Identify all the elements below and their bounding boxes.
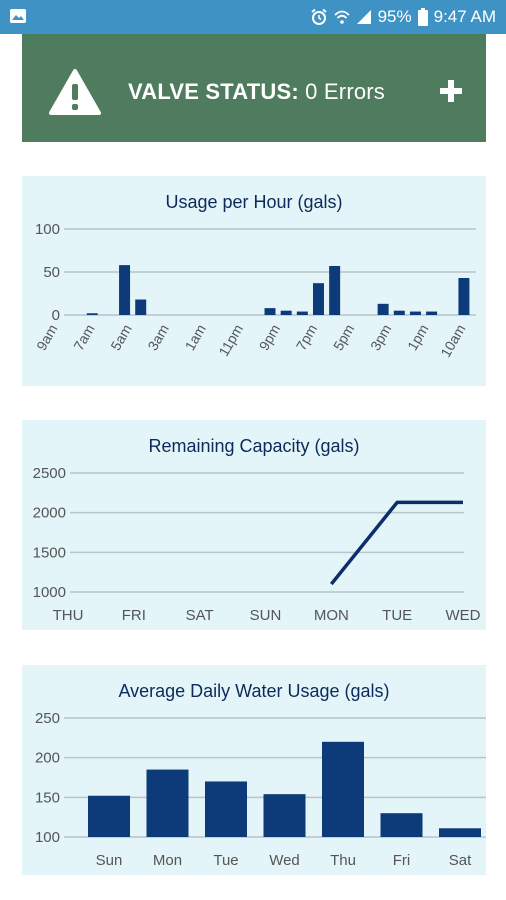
x-tick-label: Wed bbox=[269, 852, 300, 869]
bar bbox=[88, 795, 130, 837]
x-tick-label: 7am bbox=[70, 322, 97, 354]
usage-per-hour-chart: 0 50 100 9am 7am 5am 3am 1am 11pm 9pm 7pm 5pm 3pm 1pm… bbox=[33, 221, 476, 360]
x-tick-label: SUN bbox=[250, 607, 282, 624]
bar bbox=[135, 299, 147, 315]
valve-status-value: 0 Errors bbox=[298, 79, 386, 104]
wifi-icon bbox=[333, 9, 350, 25]
x-tick-label: MON bbox=[314, 607, 349, 624]
x-tick-label: 1pm bbox=[404, 322, 431, 354]
x-tick-label: 3am bbox=[144, 322, 171, 354]
x-tick-label: 11pm bbox=[215, 322, 246, 359]
y-tick-label: 2500 bbox=[33, 465, 66, 482]
bar bbox=[296, 311, 308, 315]
series-line bbox=[329, 500, 463, 586]
bar bbox=[205, 781, 247, 837]
y-tick-label: 150 bbox=[35, 789, 60, 806]
clock: 9:47 AM bbox=[433, 7, 496, 26]
x-tick-label: Mon bbox=[153, 852, 182, 869]
x-tick-label: TUE bbox=[382, 607, 412, 624]
x-tick-label: FRI bbox=[122, 607, 146, 624]
chart-title: Remaining Capacity (gals) bbox=[148, 436, 360, 456]
y-tick-label: 200 bbox=[35, 750, 60, 767]
x-tick-label: THU bbox=[53, 607, 84, 624]
bar bbox=[377, 303, 389, 315]
bar bbox=[264, 308, 276, 315]
x-tick-label: SAT bbox=[186, 607, 214, 624]
bar bbox=[322, 741, 364, 837]
x-tick-label: 5am bbox=[107, 322, 134, 354]
chart-title: Usage per Hour (gals) bbox=[165, 192, 343, 212]
bar bbox=[280, 310, 292, 315]
battery-percent: 95% bbox=[377, 7, 412, 26]
valve-status-text: VALVE STATUS: 0 Errors bbox=[128, 79, 385, 105]
battery-icon bbox=[417, 8, 428, 26]
x-tick-label: 7pm bbox=[293, 322, 320, 354]
valve-status-label: VALVE STATUS: bbox=[128, 79, 299, 104]
y-tick-label: 1500 bbox=[33, 544, 66, 561]
x-tick-label: Fri bbox=[393, 852, 411, 869]
x-tick-label: Sun bbox=[96, 852, 123, 869]
x-tick-label: Tue bbox=[213, 852, 238, 869]
x-tick-label: 3pm bbox=[367, 322, 394, 354]
x-tick-label: 5pm bbox=[330, 322, 357, 354]
bar bbox=[439, 828, 481, 837]
daily-usage-chart: 100 150 200 250 Sun Mon Tue Wed Thu Fri Sat bbox=[35, 710, 486, 869]
signal-icon bbox=[356, 9, 372, 25]
y-tick-label: 0 bbox=[52, 307, 60, 324]
x-tick-label: WED bbox=[446, 607, 481, 624]
bar bbox=[146, 769, 189, 837]
bar bbox=[380, 813, 423, 837]
daily-usage-card: Average Daily Water Usage (gals) 100 150 2… bbox=[22, 665, 486, 875]
x-tick-label: Sat bbox=[449, 852, 472, 869]
x-tick-label: 9am bbox=[33, 322, 60, 354]
remaining-capacity-chart: 1000 1500 2000 2500 THU FRI SAT SUN MON TUE WED bbox=[33, 465, 481, 624]
bar bbox=[426, 311, 438, 315]
y-tick-label: 2000 bbox=[33, 505, 66, 522]
valve-status-card: VALVE STATUS: 0 Errors bbox=[22, 42, 486, 142]
alarm-icon bbox=[310, 8, 328, 26]
status-indicators: 95% 9:47 AM bbox=[310, 0, 496, 34]
chart-title: Average Daily Water Usage (gals) bbox=[118, 681, 390, 701]
status-bar: 95% 9:47 AM bbox=[0, 0, 506, 34]
bar bbox=[393, 310, 405, 315]
y-tick-label: 250 bbox=[35, 710, 60, 727]
usage-per-hour-card: Usage per Hour (gals) 0 50 100 9am 7am 5am 3am… bbox=[22, 176, 486, 386]
x-tick-label: 9pm bbox=[256, 322, 283, 354]
bar bbox=[409, 311, 421, 315]
y-tick-label: 100 bbox=[35, 221, 60, 238]
bar bbox=[119, 265, 131, 315]
plus-icon[interactable] bbox=[436, 76, 466, 106]
y-tick-label: 1000 bbox=[33, 584, 66, 601]
card-top-edge bbox=[22, 34, 486, 42]
warning-icon bbox=[48, 68, 102, 121]
x-tick-label: 10am bbox=[437, 322, 468, 360]
x-tick-label: Thu bbox=[330, 852, 356, 869]
bar bbox=[458, 278, 470, 315]
x-tick-label: 1am bbox=[181, 322, 208, 354]
y-tick-label: 100 bbox=[35, 829, 60, 846]
bar bbox=[329, 265, 341, 315]
bar bbox=[263, 794, 306, 837]
remaining-capacity-card: Remaining Capacity (gals) 1000 1500 2000 25… bbox=[22, 420, 486, 630]
bar bbox=[312, 283, 324, 315]
gallery-icon bbox=[10, 9, 26, 23]
bar bbox=[86, 313, 98, 315]
y-tick-label: 50 bbox=[43, 264, 60, 281]
